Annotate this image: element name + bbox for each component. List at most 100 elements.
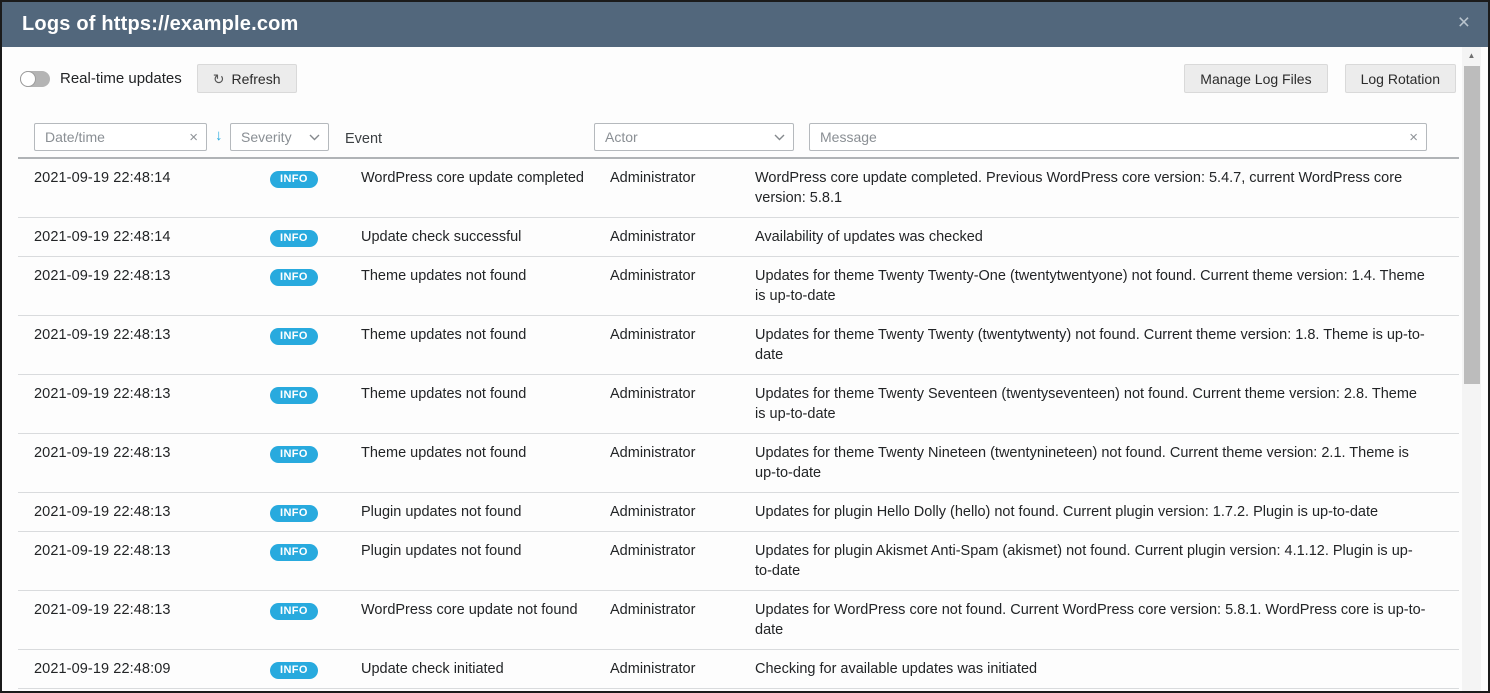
cell-severity: INFO xyxy=(270,227,361,247)
cell-actor: Administrator xyxy=(610,327,696,343)
cell-message: Checking for available updates was initi… xyxy=(755,661,1038,677)
table-row[interactable]: 2021-09-19 22:48:13 INFO Theme updates n… xyxy=(18,434,1459,493)
cell-datetime: 2021-09-19 22:48:14 xyxy=(34,229,171,245)
refresh-button-label: Refresh xyxy=(231,70,281,87)
severity-badge: INFO xyxy=(270,327,318,345)
message-clear-icon[interactable]: × xyxy=(1409,128,1418,146)
table-row[interactable]: 2021-09-19 22:48:13 INFO Plugin updates … xyxy=(18,532,1459,591)
actor-filter-select[interactable]: Actor xyxy=(594,123,794,151)
cell-actor: Administrator xyxy=(610,170,696,186)
severity-badge: INFO xyxy=(270,386,318,404)
toolbar-left-group: Real-time updates ↻ Refresh xyxy=(20,64,297,93)
scroll-up-arrow-icon[interactable]: ▲ xyxy=(1467,51,1476,60)
cell-actor: Administrator xyxy=(610,602,696,618)
log-rotation-button[interactable]: Log Rotation xyxy=(1344,64,1456,93)
datetime-filter-placeholder: Date/time xyxy=(45,129,105,145)
cell-datetime: 2021-09-19 22:48:14 xyxy=(34,170,171,186)
cell-actor: Administrator xyxy=(610,543,696,559)
cell-message: Updates for plugin Hello Dolly (hello) n… xyxy=(755,504,1379,520)
cell-datetime: 2021-09-19 22:48:09 xyxy=(34,661,171,677)
cell-actor: Administrator xyxy=(610,268,696,284)
cell-event: Theme updates not found xyxy=(361,327,527,343)
severity-badge: INFO xyxy=(270,543,318,561)
cell-event: Plugin updates not found xyxy=(361,504,522,520)
filter-separator xyxy=(18,157,1459,159)
cell-event: Theme updates not found xyxy=(361,386,527,402)
cell-message: Availability of updates was checked xyxy=(755,229,983,245)
cell-severity: INFO xyxy=(270,168,361,188)
cell-message: Updates for theme Twenty Twenty (twentyt… xyxy=(755,327,1425,363)
manage-log-files-button[interactable]: Manage Log Files xyxy=(1184,64,1328,93)
cell-message: WordPress core update completed. Previou… xyxy=(755,170,1403,206)
cell-datetime: 2021-09-19 22:48:13 xyxy=(34,543,171,559)
severity-badge: INFO xyxy=(270,661,318,679)
cell-event: WordPress core update completed xyxy=(361,170,584,186)
severity-filter-select[interactable]: Severity xyxy=(230,123,329,151)
actor-filter-label: Actor xyxy=(605,129,638,145)
cell-event: Update check successful xyxy=(361,229,522,245)
cell-event: WordPress core update not found xyxy=(361,602,578,618)
log-table-body: 2021-09-19 22:48:14 INFO WordPress core … xyxy=(18,159,1459,689)
refresh-icon: ↻ xyxy=(212,70,225,87)
chevron-down-icon xyxy=(766,134,785,141)
cell-severity: INFO xyxy=(270,659,361,679)
severity-badge: INFO xyxy=(270,602,318,620)
datetime-filter-input[interactable]: Date/time × xyxy=(34,123,207,151)
cell-severity: INFO xyxy=(270,600,361,620)
toggle-knob xyxy=(20,70,36,87)
cell-message: Updates for theme Twenty Twenty-One (twe… xyxy=(755,268,1425,304)
severity-badge: INFO xyxy=(270,229,318,247)
severity-badge: INFO xyxy=(270,504,318,522)
vertical-scrollbar[interactable]: ▲ xyxy=(1462,47,1481,691)
table-row[interactable]: 2021-09-19 22:48:13 INFO Theme updates n… xyxy=(18,316,1459,375)
message-filter-input[interactable]: Message × xyxy=(809,123,1427,151)
cell-message: Updates for plugin Akismet Anti-Spam (ak… xyxy=(755,543,1413,579)
event-column-header: Event xyxy=(345,131,383,147)
toolbar-right-group: Manage Log Files Log Rotation xyxy=(1184,64,1456,93)
refresh-button[interactable]: ↻ Refresh xyxy=(196,64,297,93)
table-row[interactable]: 2021-09-19 22:48:13 INFO Theme updates n… xyxy=(18,375,1459,434)
cell-actor: Administrator xyxy=(610,661,696,677)
cell-severity: INFO xyxy=(270,541,361,561)
filter-bar: Date/time × ↓ Severity Event Actor Messa… xyxy=(2,123,1488,151)
cell-datetime: 2021-09-19 22:48:13 xyxy=(34,268,171,284)
cell-message: Updates for WordPress core not found. Cu… xyxy=(755,602,1426,638)
close-icon[interactable]: × xyxy=(1457,11,1470,34)
cell-actor: Administrator xyxy=(610,445,696,461)
cell-message: Updates for theme Twenty Seventeen (twen… xyxy=(755,386,1418,422)
severity-badge: INFO xyxy=(270,170,318,188)
cell-actor: Administrator xyxy=(610,504,696,520)
table-row[interactable]: 2021-09-19 22:48:13 INFO WordPress core … xyxy=(18,591,1459,650)
cell-severity: INFO xyxy=(270,266,361,286)
log-rotation-label: Log Rotation xyxy=(1360,70,1440,87)
cell-actor: Administrator xyxy=(610,386,696,402)
cell-event: Plugin updates not found xyxy=(361,543,522,559)
cell-severity: INFO xyxy=(270,325,361,345)
cell-event: Theme updates not found xyxy=(361,445,527,461)
table-row[interactable]: 2021-09-19 22:48:13 INFO Plugin updates … xyxy=(18,493,1459,532)
severity-badge: INFO xyxy=(270,268,318,286)
severity-filter-label: Severity xyxy=(241,129,292,145)
manage-log-files-label: Manage Log Files xyxy=(1200,70,1312,87)
table-row[interactable]: 2021-09-19 22:48:14 INFO WordPress core … xyxy=(18,159,1459,218)
table-row[interactable]: 2021-09-19 22:48:13 INFO Theme updates n… xyxy=(18,257,1459,316)
chevron-down-icon xyxy=(301,134,320,141)
scrollbar-thumb[interactable] xyxy=(1463,66,1480,384)
sort-descending-icon[interactable]: ↓ xyxy=(215,127,223,144)
cell-datetime: 2021-09-19 22:48:13 xyxy=(34,504,171,520)
cell-datetime: 2021-09-19 22:48:13 xyxy=(34,602,171,618)
cell-severity: INFO xyxy=(270,384,361,404)
message-filter-placeholder: Message xyxy=(820,129,877,145)
cell-severity: INFO xyxy=(270,502,361,522)
cell-event: Update check initiated xyxy=(361,661,504,677)
datetime-clear-icon[interactable]: × xyxy=(189,128,198,146)
severity-badge: INFO xyxy=(270,445,318,463)
realtime-updates-toggle[interactable] xyxy=(20,70,50,87)
table-row[interactable]: 2021-09-19 22:48:14 INFO Update check su… xyxy=(18,218,1459,257)
cell-datetime: 2021-09-19 22:48:13 xyxy=(34,327,171,343)
cell-event: Theme updates not found xyxy=(361,268,527,284)
toolbar: Real-time updates ↻ Refresh Manage Log F… xyxy=(2,47,1488,93)
table-row[interactable]: 2021-09-19 22:48:09 INFO Update check in… xyxy=(18,650,1459,689)
cell-message: Updates for theme Twenty Nineteen (twent… xyxy=(755,445,1409,481)
